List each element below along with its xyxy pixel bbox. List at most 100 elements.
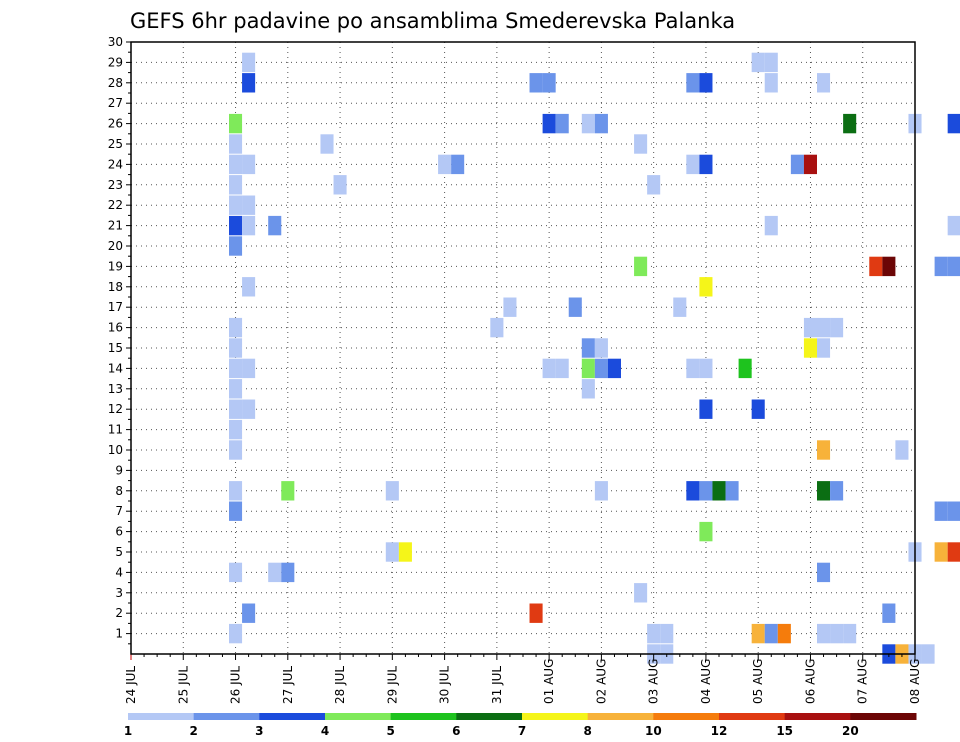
precip-cell xyxy=(895,440,909,460)
precip-cell xyxy=(686,154,700,175)
precip-cell xyxy=(438,154,452,175)
precip-cell xyxy=(242,277,256,297)
precip-cell xyxy=(699,399,713,419)
precip-cell xyxy=(594,113,608,134)
colorbar-tick-label: 15 xyxy=(776,724,793,738)
y-tick-label: 29 xyxy=(108,55,123,69)
precip-cell xyxy=(229,399,243,419)
precip-cell xyxy=(581,379,595,399)
precip-cell xyxy=(529,73,543,93)
precip-cell xyxy=(581,113,595,134)
precip-cell xyxy=(686,481,700,501)
y-tick-label: 27 xyxy=(108,96,123,110)
precip-cell xyxy=(451,154,465,175)
precip-cell xyxy=(634,583,648,603)
precip-cell xyxy=(830,317,844,338)
precip-cell xyxy=(503,297,517,317)
y-tick-label: 12 xyxy=(108,402,123,416)
precip-cell xyxy=(398,542,412,562)
x-axis: 24 JUL 25 JUL 26 JUL 27 JUL 28 JUL 29 JUL 30 J… xyxy=(124,654,922,704)
precip-cell xyxy=(555,113,569,134)
precip-cell xyxy=(817,317,831,338)
precip-cell xyxy=(764,73,778,93)
colorbar-tick-label: 12 xyxy=(711,724,728,738)
colorbar: 1 2 3 4 5 6 7 8 10 12 15 20 xyxy=(124,713,917,738)
y-tick-label: 10 xyxy=(108,443,123,457)
precip-cell xyxy=(229,481,243,501)
colorbar-swatch xyxy=(719,713,786,720)
x-tick-label: 25 JUL xyxy=(176,666,190,704)
precip-cell xyxy=(738,358,752,379)
precip-cell xyxy=(686,358,700,379)
y-tick-label: 28 xyxy=(108,76,123,90)
colorbar-swatch xyxy=(456,713,523,720)
precip-cell xyxy=(803,317,817,338)
x-tick-label: 30 JUL xyxy=(438,666,452,704)
precip-cell xyxy=(229,379,243,399)
x-tick-label: 07 AUG xyxy=(856,659,870,704)
y-tick-label: 20 xyxy=(108,239,123,253)
colorbar-swatch xyxy=(653,713,720,720)
precip-cell xyxy=(555,358,569,379)
chart-title: GEFS 6hr padavine po ansamblima Smederev… xyxy=(130,9,735,33)
precip-cell xyxy=(529,603,543,623)
precip-cell xyxy=(764,623,778,644)
precip-cell xyxy=(686,73,700,93)
x-tick-label: 03 AUG xyxy=(647,659,661,704)
precip-cell xyxy=(229,113,243,134)
precip-cell xyxy=(490,317,504,338)
x-tick-label: 05 AUG xyxy=(751,659,765,704)
precip-cell xyxy=(229,562,243,583)
precip-cell xyxy=(634,134,648,154)
precip-cell xyxy=(647,623,661,644)
x-tick-label: 02 AUG xyxy=(594,659,608,704)
precip-cell xyxy=(229,317,243,338)
precip-cell xyxy=(594,481,608,501)
precip-cell xyxy=(320,134,334,154)
precip-cell xyxy=(242,73,256,93)
x-tick-label: 31 JUL xyxy=(490,666,504,704)
y-tick-label: 17 xyxy=(108,300,123,314)
precip-cell xyxy=(229,623,243,644)
precip-cell xyxy=(803,338,817,358)
y-tick-label: 13 xyxy=(108,382,123,396)
precip-cell xyxy=(229,338,243,358)
precip-cell xyxy=(712,481,726,501)
y-tick-label: 14 xyxy=(108,361,123,375)
plot-frame xyxy=(130,41,916,655)
precip-cell xyxy=(229,175,243,195)
precip-cell xyxy=(921,644,935,664)
colorbar-tick-label: 4 xyxy=(321,724,329,738)
precip-cell xyxy=(803,154,817,175)
y-tick-label: 5 xyxy=(115,545,123,559)
precip-cell xyxy=(242,399,256,419)
precip-cell xyxy=(647,175,661,195)
precip-cell xyxy=(673,297,687,317)
precip-cell xyxy=(699,481,713,501)
y-tick-label: 24 xyxy=(108,157,123,171)
precip-cell xyxy=(817,338,831,358)
precip-cell xyxy=(229,195,243,215)
precip-cell xyxy=(751,52,765,73)
precip-cell xyxy=(947,256,960,277)
x-tick-label: 27 JUL xyxy=(281,666,295,704)
precip-cell xyxy=(882,603,896,623)
precip-cell xyxy=(581,338,595,358)
y-tick-label: 19 xyxy=(108,259,123,273)
precip-cell xyxy=(385,542,399,562)
y-tick-label: 11 xyxy=(108,423,123,437)
precip-cell xyxy=(947,215,960,236)
precip-cell xyxy=(568,297,582,317)
colorbar-tick-label: 2 xyxy=(189,724,197,738)
precip-cell xyxy=(699,358,713,379)
precip-cell xyxy=(242,195,256,215)
precip-cell xyxy=(947,501,960,521)
colorbar-swatch xyxy=(522,713,589,720)
precip-cell xyxy=(542,73,556,93)
y-tick-label: 23 xyxy=(108,178,123,192)
y-tick-label: 8 xyxy=(115,484,123,498)
precip-cell xyxy=(790,154,804,175)
y-tick-label: 15 xyxy=(108,341,123,355)
precip-cell xyxy=(843,623,857,644)
precip-cell xyxy=(333,175,347,195)
